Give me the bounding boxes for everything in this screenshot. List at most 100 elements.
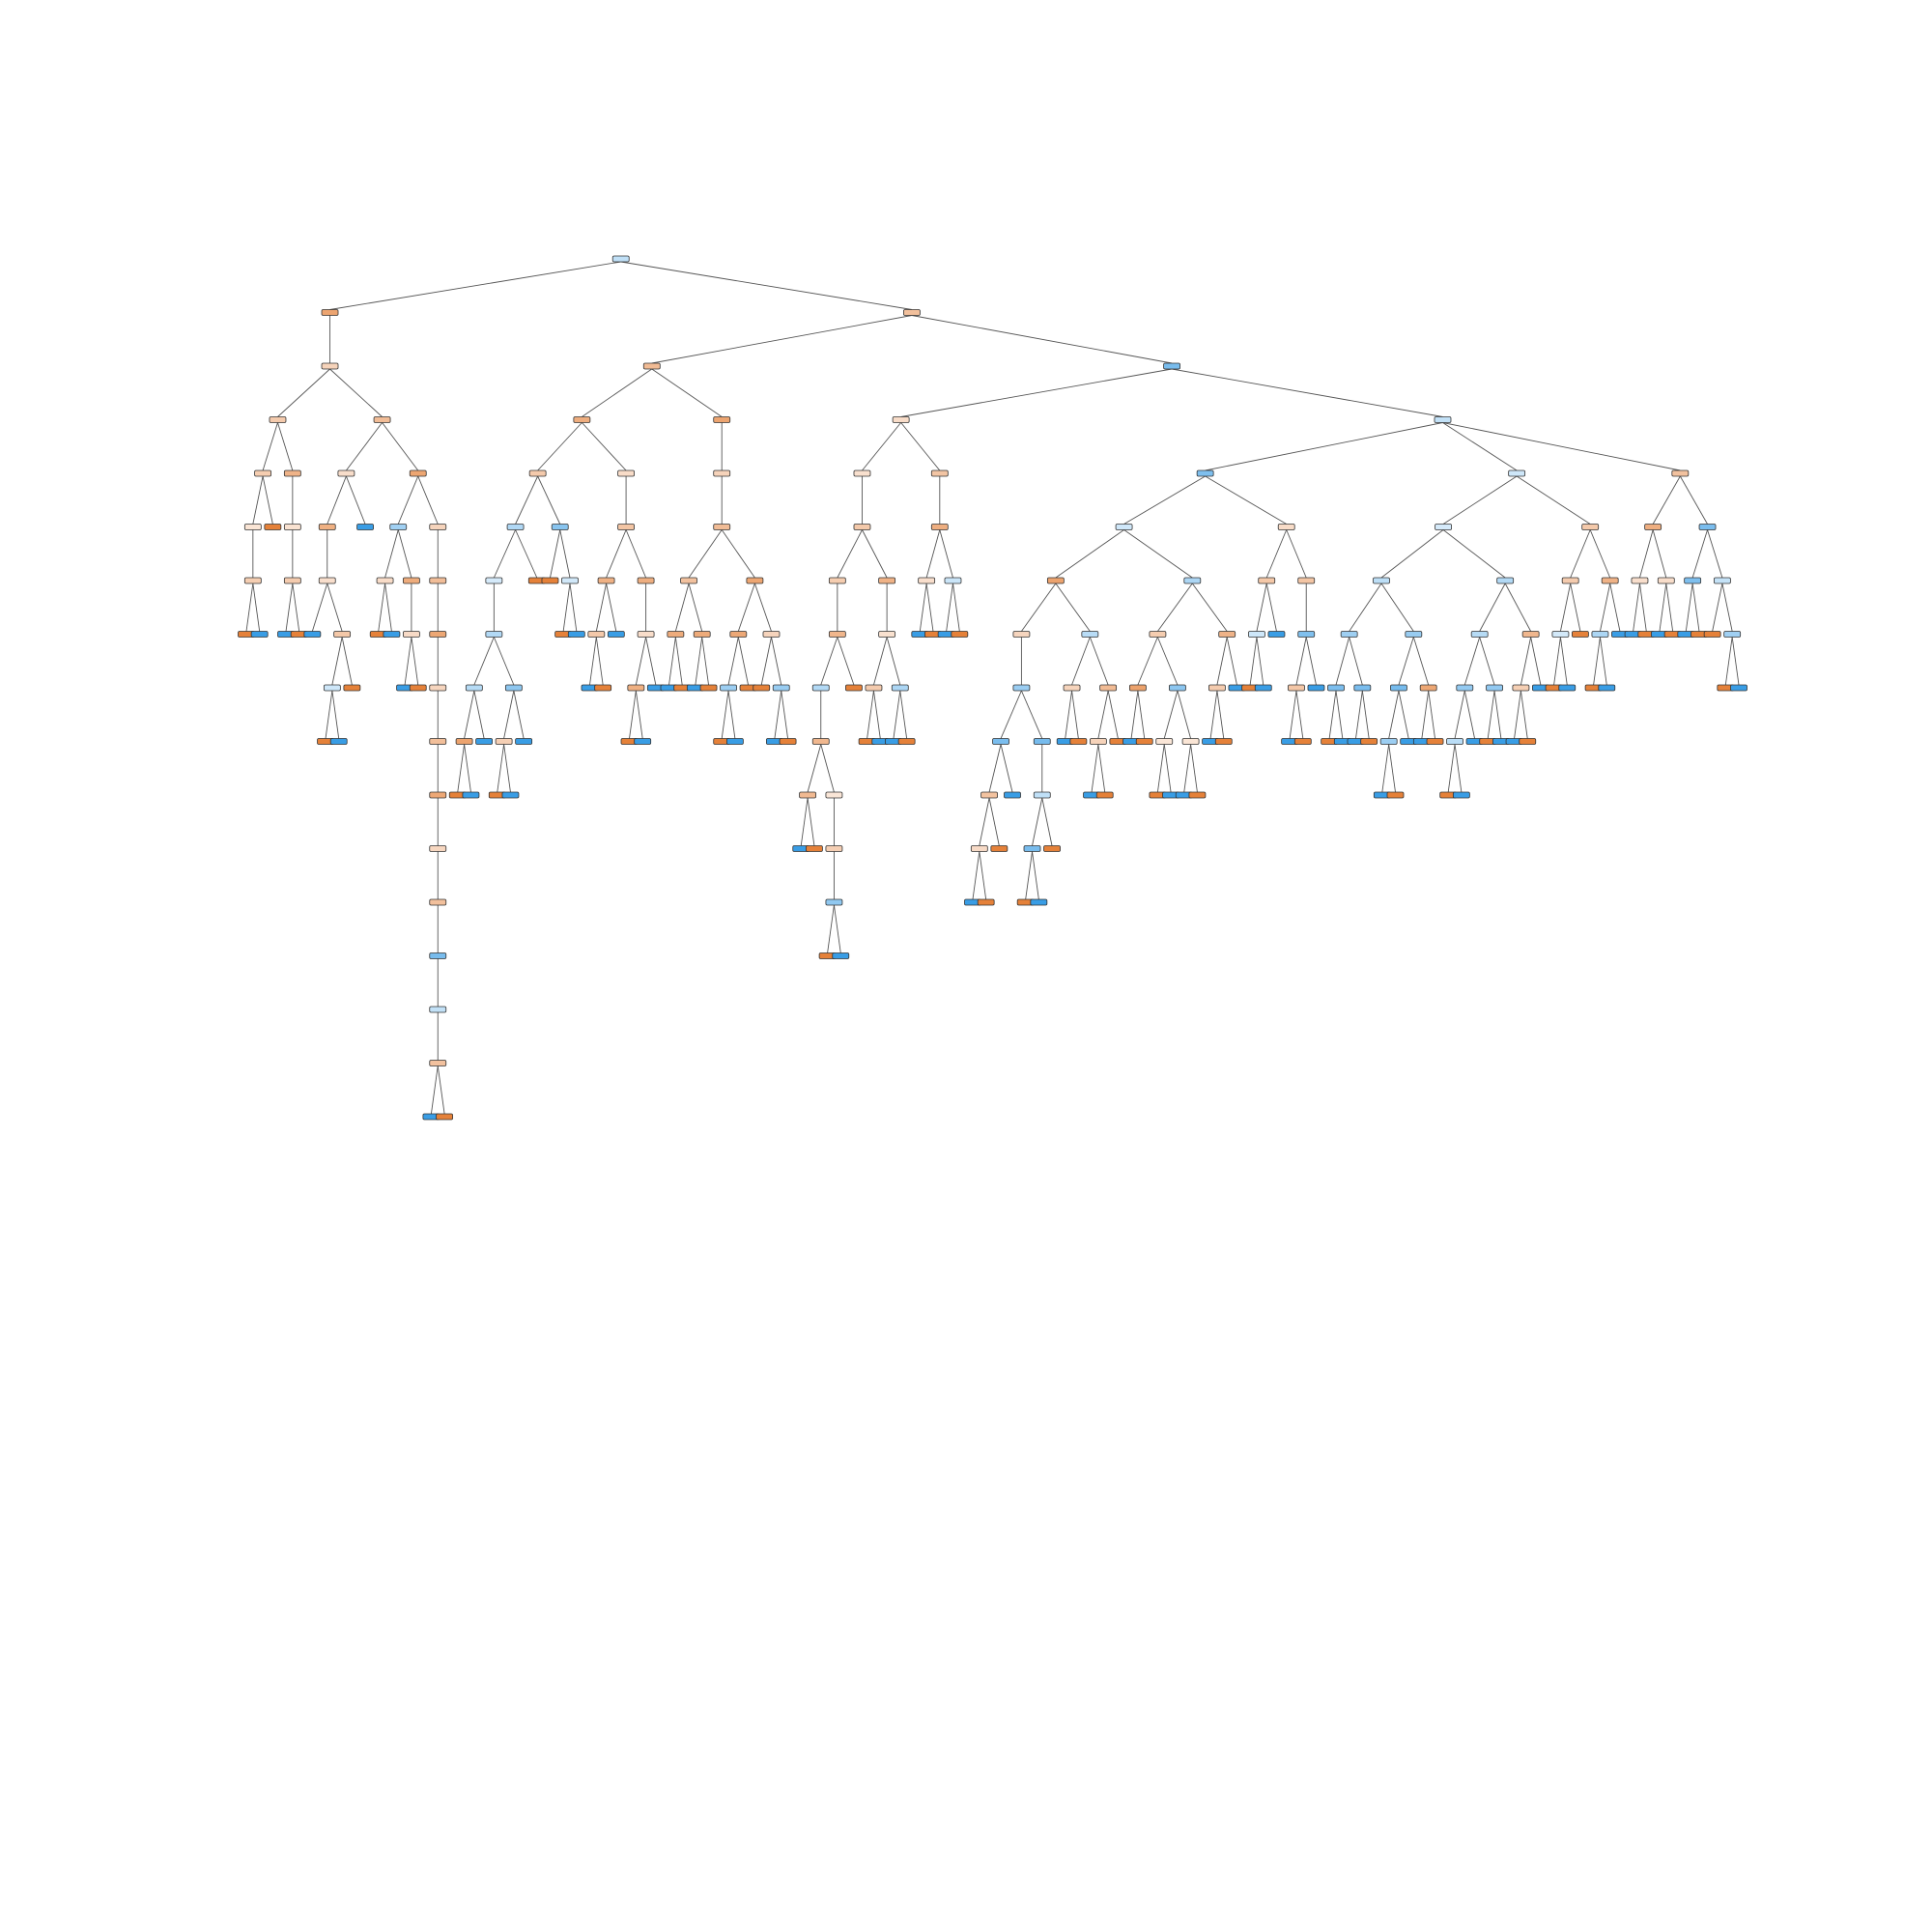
tree-leaf-node xyxy=(897,738,916,745)
tree-edge xyxy=(437,1065,445,1115)
tree-edge xyxy=(1156,744,1165,793)
tree-split-node xyxy=(713,416,731,423)
tree-edge xyxy=(1256,637,1264,686)
tree-edge xyxy=(329,261,621,310)
tree-edge xyxy=(753,582,772,632)
tree-edge xyxy=(1055,582,1091,632)
tree-edge xyxy=(727,637,739,686)
tree-edge xyxy=(1659,582,1667,632)
tree-split-node xyxy=(1089,738,1107,745)
tree-split-node xyxy=(762,631,781,638)
tree-edge xyxy=(1514,690,1521,739)
tree-split-node xyxy=(1327,684,1345,692)
tree-edge xyxy=(1599,582,1611,632)
tree-split-node xyxy=(465,684,483,692)
tree-leaf-node xyxy=(1360,738,1378,745)
tree-edge xyxy=(550,529,561,579)
tree-split-node xyxy=(1405,631,1423,638)
tree-edge xyxy=(988,744,1002,793)
tree-edge xyxy=(1707,529,1723,579)
tree-split-node xyxy=(429,524,447,530)
tree-split-node xyxy=(825,791,843,799)
tree-split-node xyxy=(853,469,871,477)
tree-split-node xyxy=(680,577,697,584)
tree-edge xyxy=(1388,690,1400,739)
tree-split-node xyxy=(429,1060,447,1066)
tree-edge xyxy=(1249,637,1258,686)
tree-split-node xyxy=(891,684,909,692)
tree-edge xyxy=(1559,637,1568,686)
tree-edge xyxy=(346,422,383,471)
tree-split-node xyxy=(318,577,336,584)
tree-edge xyxy=(464,744,471,793)
tree-split-node xyxy=(429,1006,447,1013)
tree-edge xyxy=(292,582,300,632)
tree-edge xyxy=(262,475,273,525)
tree-edge xyxy=(925,582,934,632)
tree-split-node xyxy=(1340,631,1358,638)
tree-edge xyxy=(1157,582,1193,632)
tree-edge xyxy=(1156,637,1179,686)
tree-split-node xyxy=(930,469,949,477)
tree-split-node xyxy=(1508,469,1526,477)
tree-edge xyxy=(1454,690,1465,739)
tree-split-node xyxy=(825,898,843,906)
tree-edge xyxy=(285,582,294,632)
tree-edge xyxy=(331,690,340,739)
tree-leaf-node xyxy=(250,631,269,638)
tree-edge xyxy=(1559,582,1572,632)
tree-edge xyxy=(1349,582,1382,632)
tree-leaf-node xyxy=(541,577,559,584)
tree-edge xyxy=(701,637,709,686)
tree-split-node xyxy=(269,416,287,423)
tree-edge xyxy=(1065,690,1072,739)
tree-edge xyxy=(737,637,749,686)
tree-split-node xyxy=(1218,631,1236,638)
tree-edge xyxy=(1633,582,1640,632)
tree-split-node xyxy=(825,845,843,852)
tree-split-node xyxy=(1169,684,1186,692)
tree-edge xyxy=(411,637,419,686)
tree-edge xyxy=(1226,637,1237,686)
tree-leaf-node xyxy=(343,684,361,692)
tree-edge xyxy=(1463,690,1475,739)
tree-edge xyxy=(493,637,515,686)
tree-split-node xyxy=(811,684,830,692)
tree-edge xyxy=(417,475,439,525)
tree-leaf-node xyxy=(779,738,797,745)
tree-leaf-node xyxy=(1572,631,1589,638)
tree-edge xyxy=(327,582,343,632)
tree-edge xyxy=(1724,637,1733,686)
tree-split-node xyxy=(1258,577,1276,584)
tree-leaf-node xyxy=(1703,631,1721,638)
tree-edge xyxy=(988,797,1000,846)
tree-edge xyxy=(537,422,582,471)
tree-split-node xyxy=(746,577,764,584)
tree-edge xyxy=(1721,582,1733,632)
tree-split-node xyxy=(409,469,427,477)
tree-split-node xyxy=(693,631,711,638)
tree-split-node xyxy=(373,416,391,423)
tree-edge xyxy=(820,637,838,686)
tree-split-node xyxy=(1561,577,1579,584)
tree-edge xyxy=(503,744,511,793)
tree-edge xyxy=(919,582,927,632)
tree-edge xyxy=(820,744,835,793)
tree-edge xyxy=(1516,475,1591,525)
tree-edge xyxy=(674,582,690,632)
tree-split-node xyxy=(930,524,949,530)
tree-split-node xyxy=(243,524,262,530)
tree-split-node xyxy=(1698,524,1717,530)
tree-split-node xyxy=(429,791,447,799)
tree-edge xyxy=(1493,690,1502,739)
tree-split-node xyxy=(811,738,830,745)
tree-split-node xyxy=(1456,684,1474,692)
tree-leaf-node xyxy=(1452,791,1470,799)
tree-edge xyxy=(674,637,683,686)
tree-edge xyxy=(1190,744,1198,793)
tree-edge xyxy=(582,368,653,417)
tree-split-node xyxy=(485,577,503,584)
tree-edge xyxy=(899,690,908,739)
tree-leaf-node xyxy=(329,738,348,745)
tree-edge xyxy=(1388,744,1396,793)
